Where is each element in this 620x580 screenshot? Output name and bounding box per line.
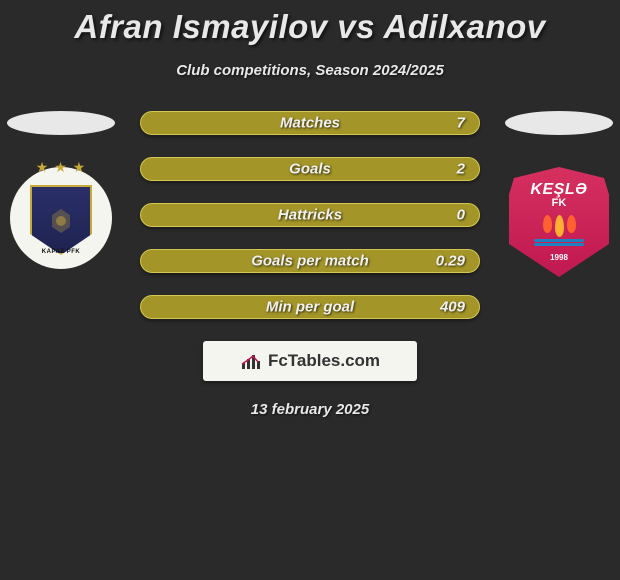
stat-row-goals: Goals 2 bbox=[140, 157, 480, 181]
player-photo-placeholder-left bbox=[7, 111, 115, 135]
stat-label: Goals bbox=[289, 161, 331, 178]
shield-icon: KEŞLƏ FK 1998 bbox=[509, 167, 609, 277]
club-emblem-icon bbox=[46, 205, 76, 235]
stat-value: 7 bbox=[457, 115, 465, 132]
footer: FcTables.com 13 february 2025 bbox=[0, 341, 620, 418]
flame-icon bbox=[543, 215, 552, 233]
shield-icon bbox=[30, 185, 92, 255]
stat-row-hattricks: Hattricks 0 bbox=[140, 203, 480, 227]
bar-chart-icon bbox=[240, 351, 264, 371]
flame-icon bbox=[555, 215, 564, 237]
stat-row-min-per-goal: Min per goal 409 bbox=[140, 295, 480, 319]
stat-label: Hattricks bbox=[278, 207, 342, 224]
flames-icon bbox=[539, 215, 579, 239]
stat-row-matches: Matches 7 bbox=[140, 111, 480, 135]
brand-box[interactable]: FcTables.com bbox=[203, 341, 417, 381]
club-badge-right: KEŞLƏ FK 1998 bbox=[509, 167, 609, 277]
stat-value: 0.29 bbox=[436, 253, 465, 270]
waves-icon bbox=[534, 239, 584, 249]
club-badge-left: ★ ★ ★ KAPAZ PFK bbox=[10, 167, 112, 269]
club-name-left: KAPAZ PFK bbox=[42, 249, 80, 255]
main-row: ★ ★ ★ KAPAZ PFK Matches 7 Goals 2 bbox=[0, 107, 620, 319]
page-title: Afran Ismayilov vs Adilxanov bbox=[0, 8, 620, 46]
main-container: Afran Ismayilov vs Adilxanov Club compet… bbox=[0, 0, 620, 418]
wave-icon bbox=[534, 239, 584, 242]
right-column: KEŞLƏ FK 1998 bbox=[504, 107, 614, 277]
stat-label: Goals per match bbox=[251, 253, 369, 270]
left-column: ★ ★ ★ KAPAZ PFK bbox=[6, 107, 116, 269]
brand-text: FcTables.com bbox=[268, 351, 380, 371]
club-year: 1998 bbox=[550, 253, 568, 262]
subtitle: Club competitions, Season 2024/2025 bbox=[0, 62, 620, 79]
club-subname-right: FK bbox=[552, 197, 567, 209]
stat-value: 0 bbox=[457, 207, 465, 224]
stats-column: Matches 7 Goals 2 Hattricks 0 Goals per … bbox=[116, 111, 504, 319]
date-text: 13 february 2025 bbox=[251, 401, 369, 418]
player-photo-placeholder-right bbox=[505, 111, 613, 135]
stat-value: 2 bbox=[457, 161, 465, 178]
stat-label: Matches bbox=[280, 115, 340, 132]
flame-icon bbox=[567, 215, 576, 233]
stat-row-goals-per-match: Goals per match 0.29 bbox=[140, 249, 480, 273]
wave-icon bbox=[534, 243, 584, 246]
stat-value: 409 bbox=[440, 299, 465, 316]
stat-label: Min per goal bbox=[266, 299, 354, 316]
stars-icon: ★ ★ ★ bbox=[36, 159, 86, 176]
